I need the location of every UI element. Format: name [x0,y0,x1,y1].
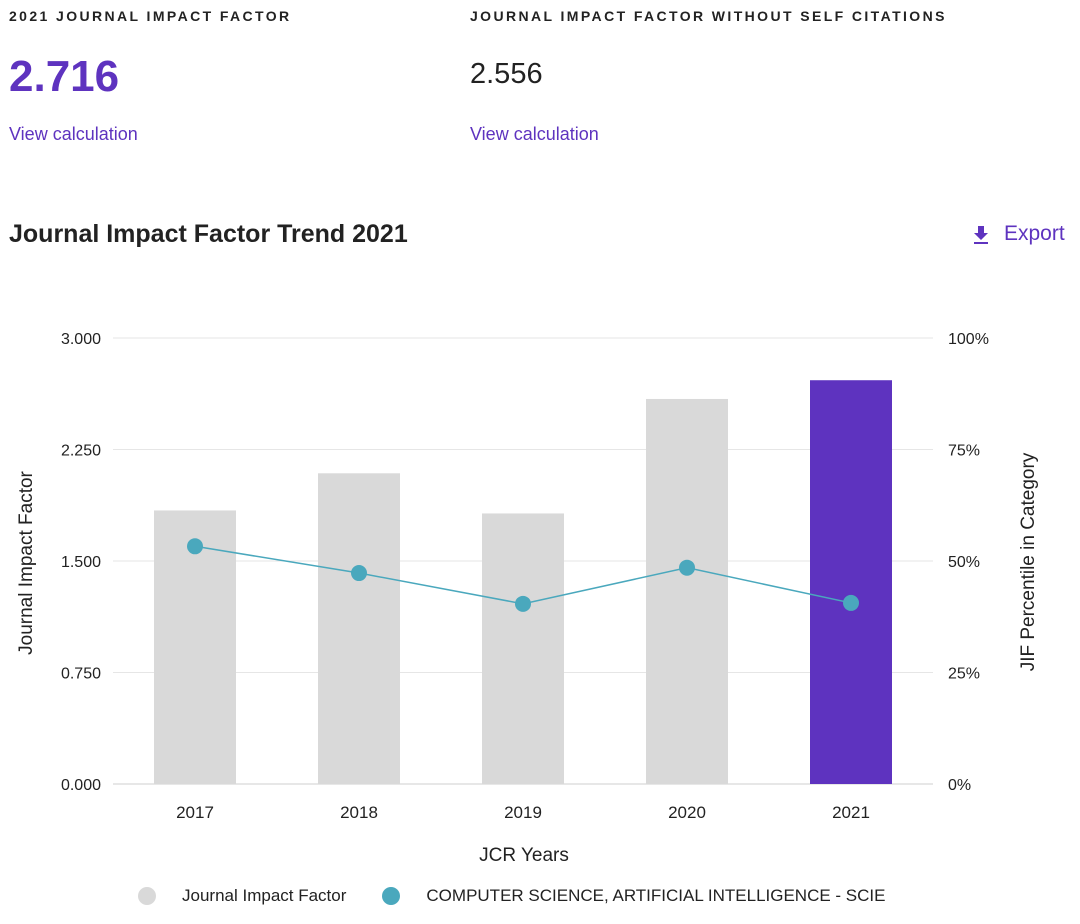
export-button[interactable]: Export [970,222,1065,246]
legend-label-jif: Journal Impact Factor [182,886,347,905]
y-tick-label: 0.000 [61,777,101,794]
trend-title: Journal Impact Factor Trend 2021 [9,220,408,248]
download-icon [970,223,992,245]
y-tick-label: 2.250 [61,443,101,460]
bar-2021[interactable] [810,380,892,784]
bar-2017[interactable] [154,510,236,784]
y-tick-label: 1.500 [61,554,101,571]
y2-tick-label: 100% [948,331,989,348]
y-axis-title: Journal Impact Factor [16,470,37,654]
legend-swatch-jif [138,887,156,905]
x-tick-label: 2018 [340,803,378,822]
x-tick-label: 2017 [176,803,214,822]
jif-view-calculation-link[interactable]: View calculation [9,124,138,144]
x-tick-label: 2020 [668,803,706,822]
y-tick-label: 0.750 [61,666,101,683]
y2-tick-label: 50% [948,554,980,571]
bar-2019[interactable] [482,513,564,784]
bar-2018[interactable] [318,473,400,784]
legend-swatch-category [382,887,401,905]
percentile-series [187,538,859,612]
export-label: Export [1004,222,1065,245]
legend-item-category[interactable]: COMPUTER SCIENCE, ARTIFICIAL INTELLIGENC… [382,886,886,906]
chart-legend: Journal Impact Factor COMPUTER SCIENCE, … [138,886,886,906]
x-axis-title: JCR Years [479,845,569,866]
percentile-point-2021[interactable] [843,594,859,611]
y2-tick-label: 25% [948,666,980,683]
jif-without-self-citations-view-calculation-link[interactable]: View calculation [470,124,599,144]
bar-2020[interactable] [646,398,728,784]
y2-axis-title: JIF Percentile in Category [1018,452,1039,671]
y2-tick-label: 0% [948,777,971,794]
y-tick-label: 3.000 [61,331,101,348]
axis-labels: 0.000 0.750 1.500 2.250 3.000 0% 25% 50% 75% 100%… [61,331,989,822]
bars [154,380,892,784]
jif-metric-label: 2021 JOURNAL IMPACT FACTOR [9,8,292,24]
jif-without-self-citations-label: JOURNAL IMPACT FACTOR WITHOUT SELF CITAT… [470,8,947,24]
percentile-point-2018[interactable] [351,565,367,582]
jif-trend-chart: 0.000 0.750 1.500 2.250 3.000 0% 25% 50% 75% 100%… [16,331,1039,866]
jif-without-self-citations-value: 2.556 [470,58,543,90]
jif-metric-value: 2.716 [9,52,120,101]
legend-item-jif[interactable]: Journal Impact Factor [138,886,346,906]
x-tick-label: 2021 [832,803,870,822]
y2-tick-label: 75% [948,443,980,460]
percentile-point-2019[interactable] [515,595,531,612]
legend-label-category: COMPUTER SCIENCE, ARTIFICIAL INTELLIGENC… [426,886,886,905]
percentile-point-2017[interactable] [187,538,203,555]
percentile-point-2020[interactable] [679,559,695,576]
x-tick-label: 2019 [504,803,542,822]
